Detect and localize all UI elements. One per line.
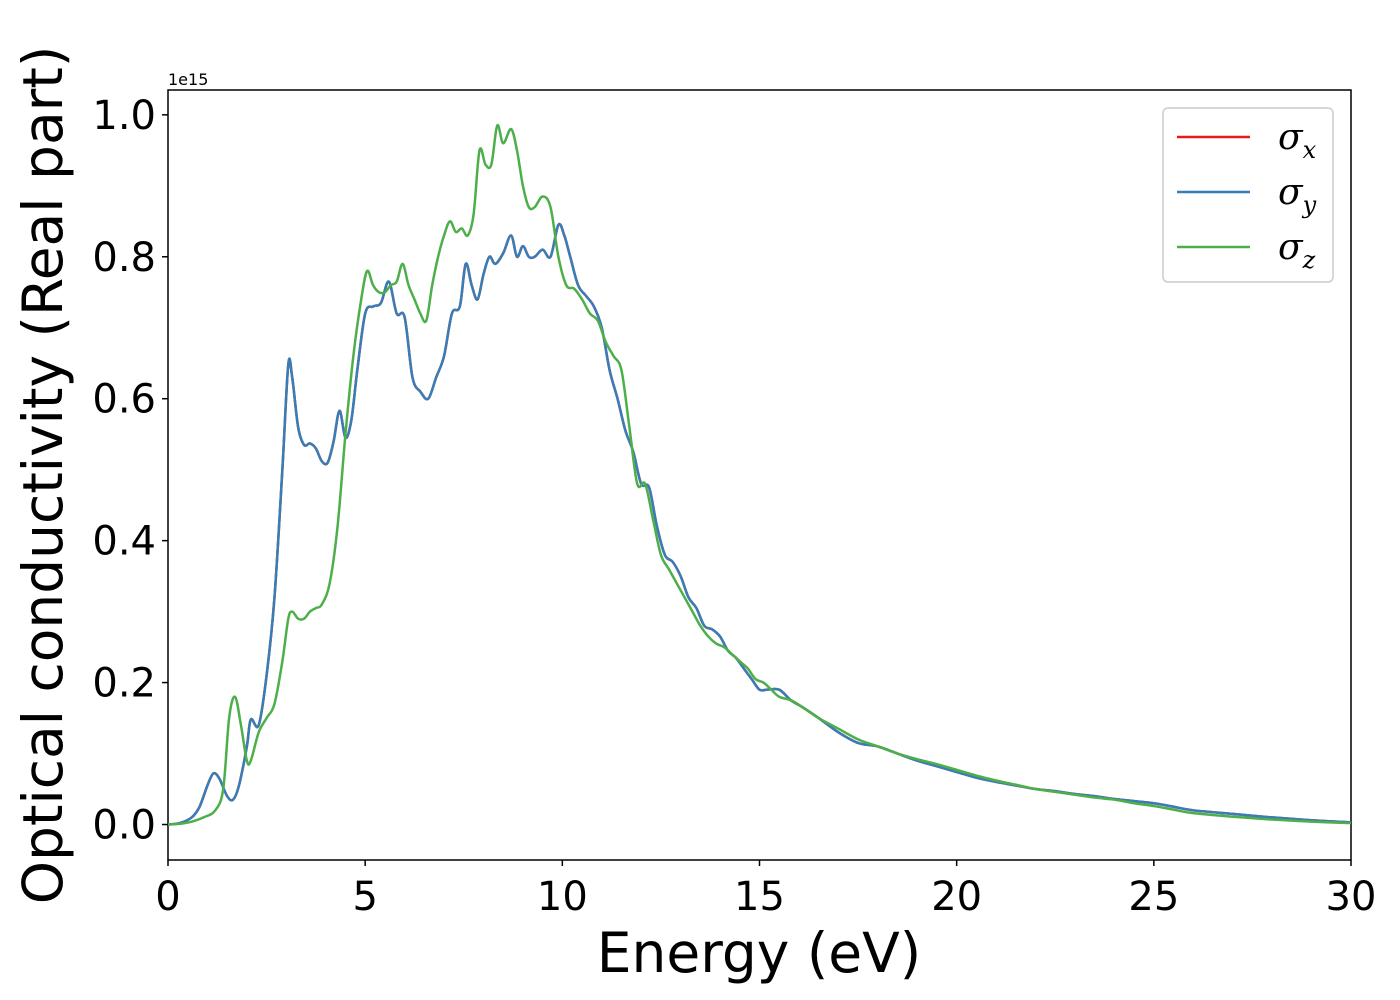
- y-tick-label: 0.4: [92, 519, 156, 565]
- legend-subscript: z: [1302, 246, 1316, 274]
- series-layer: [167, 123, 1352, 826]
- series-line-y: [167, 222, 1352, 826]
- legend-subscript: x: [1303, 136, 1317, 164]
- legend-subscript: y: [1302, 191, 1317, 219]
- x-axis-label: Energy (eV): [597, 921, 921, 985]
- x-axis: 0 5 10 15 20 25 30: [155, 860, 1376, 920]
- y-offset-label: 1e15: [168, 70, 208, 89]
- x-tick-label: 0: [155, 874, 180, 920]
- y-tick-label: 0.2: [92, 661, 156, 707]
- y-tick-label: 1.0: [92, 93, 156, 139]
- legend-label-z: σz: [1278, 227, 1316, 274]
- legend-symbol: σ: [1278, 227, 1304, 268]
- legend-label-x: σx: [1278, 117, 1317, 164]
- x-tick-label: 5: [352, 874, 377, 920]
- series-line-z: [167, 123, 1352, 826]
- x-tick-label: 20: [931, 874, 982, 920]
- x-tick-label: 25: [1128, 874, 1179, 920]
- x-tick-label: 15: [734, 874, 785, 920]
- legend-symbol: σ: [1278, 172, 1304, 213]
- x-tick-label: 10: [537, 874, 588, 920]
- y-tick-label: 0.6: [92, 377, 156, 423]
- series-line-x: [167, 222, 1352, 826]
- legend-label-y: σy: [1278, 172, 1317, 219]
- y-axis: 0.0 0.2 0.4 0.6 0.8 1.0: [92, 93, 168, 849]
- y-tick-label: 0.0: [92, 803, 156, 849]
- legend-symbol: σ: [1278, 117, 1304, 158]
- y-axis-label: Optical conductivity (Real part): [11, 46, 75, 905]
- legend-frame: [1162, 107, 1334, 283]
- y-tick-label: 0.8: [92, 235, 156, 281]
- x-tick-label: 30: [1326, 874, 1377, 920]
